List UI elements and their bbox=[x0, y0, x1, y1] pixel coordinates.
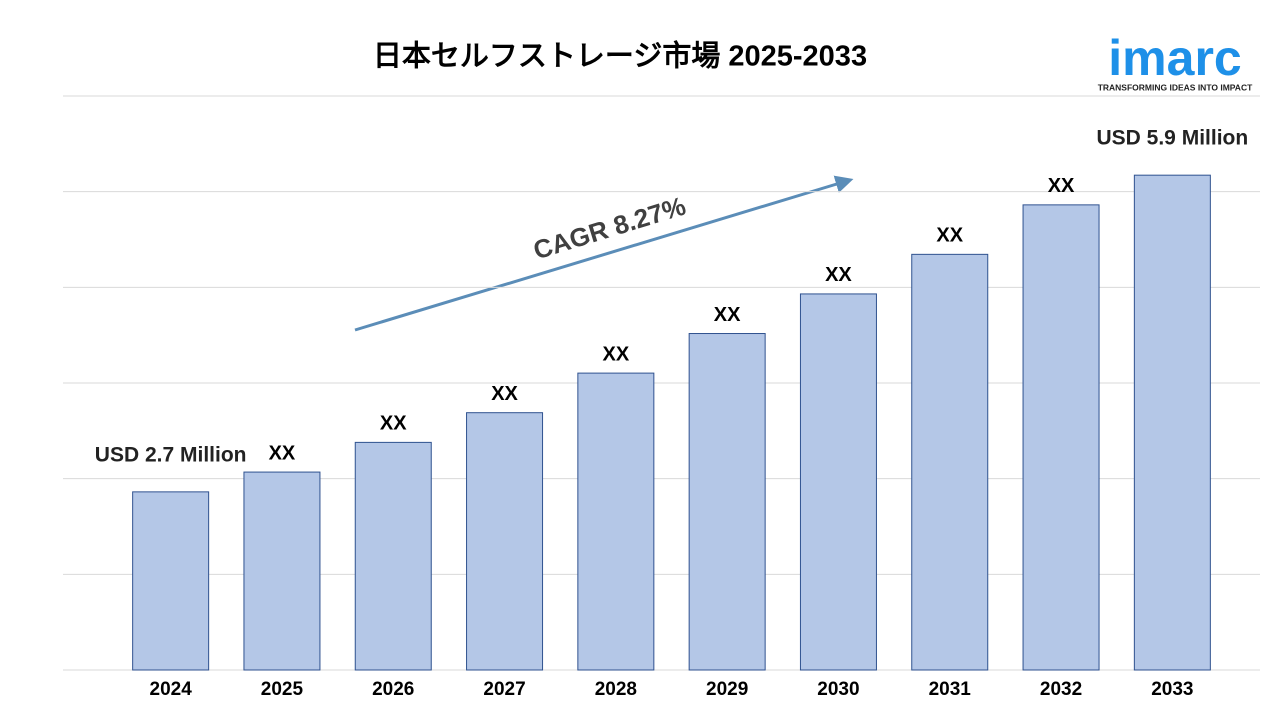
bar bbox=[466, 412, 544, 671]
x-tick-label: 2031 bbox=[929, 679, 972, 700]
chart-title: 日本セルフストレージ市場 2025-2033 bbox=[373, 39, 867, 73]
bar bbox=[132, 491, 210, 671]
bar bbox=[688, 333, 766, 671]
logo: imarc TRANSFORMING IDEAS INTO IMPACT bbox=[1098, 30, 1253, 92]
x-tick-label: 2029 bbox=[706, 679, 748, 700]
bar bbox=[243, 471, 321, 671]
x-tick-label: 2027 bbox=[483, 679, 525, 700]
value-label: XX bbox=[825, 264, 852, 286]
x-tick-label: 2025 bbox=[261, 679, 304, 700]
x-tick-label: 2024 bbox=[150, 679, 193, 700]
bar bbox=[577, 372, 655, 671]
logo-tagline: TRANSFORMING IDEAS INTO IMPACT bbox=[1098, 82, 1253, 92]
bar bbox=[1133, 174, 1211, 671]
value-label: XX bbox=[380, 413, 407, 435]
value-label: XX bbox=[491, 383, 518, 405]
value-label: XX bbox=[269, 442, 296, 464]
value-label: XX bbox=[936, 225, 963, 247]
x-tick-label: 2026 bbox=[372, 679, 414, 700]
value-label: XX bbox=[714, 304, 741, 326]
logo-name: imarc bbox=[1108, 30, 1241, 86]
x-tick-label: 2028 bbox=[595, 679, 637, 700]
value-label: XX bbox=[603, 343, 630, 365]
bar bbox=[354, 441, 432, 671]
x-tick-label: 2033 bbox=[1151, 679, 1193, 700]
x-tick-label: 2030 bbox=[817, 679, 859, 700]
x-tick-label: 2032 bbox=[1040, 679, 1082, 700]
value-label: USD 2.7 Million bbox=[95, 443, 247, 466]
cagr-arrow bbox=[354, 175, 854, 332]
value-label: USD 5.9 Million bbox=[1097, 127, 1249, 150]
bar bbox=[799, 293, 877, 671]
value-label: XX bbox=[1048, 175, 1075, 197]
bar bbox=[1022, 204, 1100, 671]
bar bbox=[911, 253, 989, 671]
